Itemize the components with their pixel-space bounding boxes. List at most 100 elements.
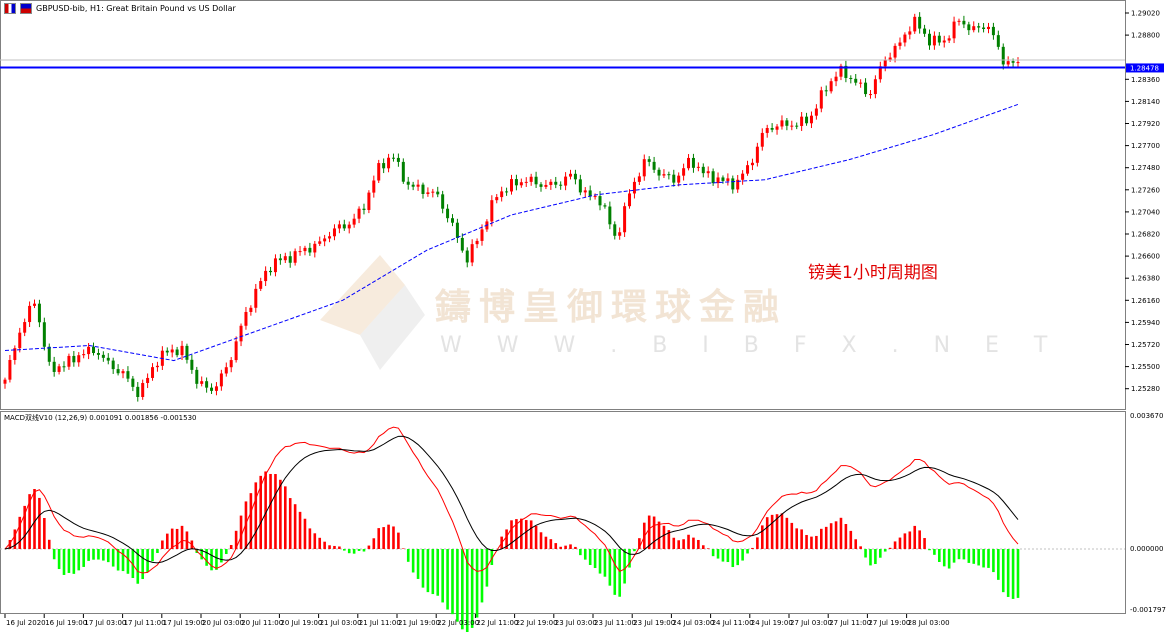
watermark-logo xyxy=(320,255,425,370)
macd-histogram-bar xyxy=(97,549,100,560)
price-tick-label: 1.26160 xyxy=(1131,297,1160,305)
macd-histogram-bar xyxy=(524,520,528,549)
time-tick-label: 22 Jul 11:00 xyxy=(476,619,518,627)
macd-histogram-bar xyxy=(815,535,818,549)
macd-histogram-bar xyxy=(554,543,558,549)
candle-body xyxy=(8,359,12,380)
macd-histogram-bar xyxy=(224,549,228,555)
candle-body xyxy=(888,57,892,60)
candle-body xyxy=(254,288,258,308)
macd-histogram-bar xyxy=(515,519,518,549)
candle-body xyxy=(677,175,681,183)
candle-body xyxy=(805,116,809,124)
macd-histogram-bar xyxy=(131,549,135,578)
candle-body xyxy=(155,365,159,368)
price-tick-label: 1.26600 xyxy=(1131,253,1160,261)
candle-body xyxy=(96,353,100,355)
price-tick-label: 1.25940 xyxy=(1131,319,1160,327)
macd-histogram-bar xyxy=(33,489,36,549)
candle-body xyxy=(431,191,435,193)
macd-histogram-bar xyxy=(775,514,779,549)
candle-body xyxy=(347,224,351,229)
macd-histogram-bar xyxy=(780,513,784,549)
time-tick-label: 20 Jul 03:00 xyxy=(202,619,244,627)
macd-histogram-bar xyxy=(72,549,76,574)
candle-body xyxy=(539,184,543,187)
macd-histogram-bar xyxy=(972,549,976,564)
macd-histogram-bar xyxy=(180,525,184,549)
candle-body xyxy=(47,346,51,362)
macd-histogram-bar xyxy=(382,527,385,549)
macd-histogram-bar xyxy=(721,549,725,562)
macd-histogram-bar xyxy=(893,541,897,549)
macd-histogram-bar xyxy=(883,549,887,552)
candle-body xyxy=(864,82,868,95)
candle-body xyxy=(760,132,764,147)
candle-body xyxy=(72,355,76,363)
candle-body xyxy=(195,369,199,384)
macd-histogram-bar xyxy=(633,549,636,552)
candle-body xyxy=(1016,62,1020,64)
macd-histogram-bar xyxy=(864,549,867,558)
macd-histogram-bar xyxy=(957,549,961,560)
watermark-url: W W W . B I B F X . N E T xyxy=(440,333,1062,358)
current-price-label: 1.28478 xyxy=(1130,64,1159,72)
candle-body xyxy=(642,159,646,177)
candle-body xyxy=(903,34,907,43)
macd-histogram-bar xyxy=(579,549,582,556)
macd-histogram-bar xyxy=(475,549,479,618)
candle-body xyxy=(23,322,27,333)
candle-body xyxy=(716,177,720,184)
candle-body xyxy=(736,179,740,190)
macd-histogram-bar xyxy=(977,549,980,566)
macd-histogram-bar xyxy=(116,549,120,571)
candle-body xyxy=(972,26,976,31)
price-tick-label: 1.27260 xyxy=(1131,186,1160,194)
macd-histogram-bar xyxy=(13,529,17,549)
candle-body xyxy=(932,35,936,46)
macd-histogram-bar xyxy=(279,479,282,549)
candle-body xyxy=(824,90,828,92)
macd-histogram-bar xyxy=(859,546,862,549)
candle-body xyxy=(293,251,297,263)
candle-body xyxy=(667,174,671,176)
candle-body xyxy=(573,173,577,180)
macd-histogram-bar xyxy=(38,497,41,549)
candle-body xyxy=(205,381,209,388)
candle-body xyxy=(13,348,17,360)
macd-histogram-bar xyxy=(254,482,258,549)
signal-line xyxy=(4,435,1019,564)
candle-body xyxy=(991,26,995,36)
candle-body xyxy=(937,35,941,43)
macd-histogram-bar xyxy=(362,549,366,552)
moving-average-line xyxy=(4,103,1019,362)
time-tick-label: 22 Jul 19:00 xyxy=(516,619,558,627)
macd-histogram-bar xyxy=(697,539,700,549)
candle-body xyxy=(785,120,789,126)
candle-body xyxy=(800,116,804,126)
candle-body xyxy=(731,178,735,190)
macd-histogram-bar xyxy=(436,549,440,596)
macd-histogram-bar xyxy=(726,549,730,563)
macd-histogram-bar xyxy=(701,545,705,549)
candle-body xyxy=(1011,61,1015,63)
macd-histogram-bar xyxy=(328,545,331,549)
macd-histogram-bar xyxy=(888,547,892,549)
macd-histogram-bar xyxy=(657,521,661,549)
macd-histogram-bar xyxy=(406,549,410,562)
macd-histogram-bar xyxy=(82,549,85,567)
candle-body xyxy=(898,42,902,46)
candle-body xyxy=(593,196,597,198)
time-tick-label: 24 Jul 03:00 xyxy=(672,619,714,627)
candle-body xyxy=(382,163,386,169)
candle-body xyxy=(229,360,233,368)
candle-body xyxy=(495,197,499,201)
macd-histogram-bar xyxy=(421,549,425,588)
macd-histogram-bar xyxy=(441,549,444,603)
candle-body xyxy=(219,373,223,387)
macd-histogram-bar xyxy=(392,526,395,549)
macd-histogram-bar xyxy=(283,486,287,549)
macd-histogram-bar xyxy=(913,525,917,549)
